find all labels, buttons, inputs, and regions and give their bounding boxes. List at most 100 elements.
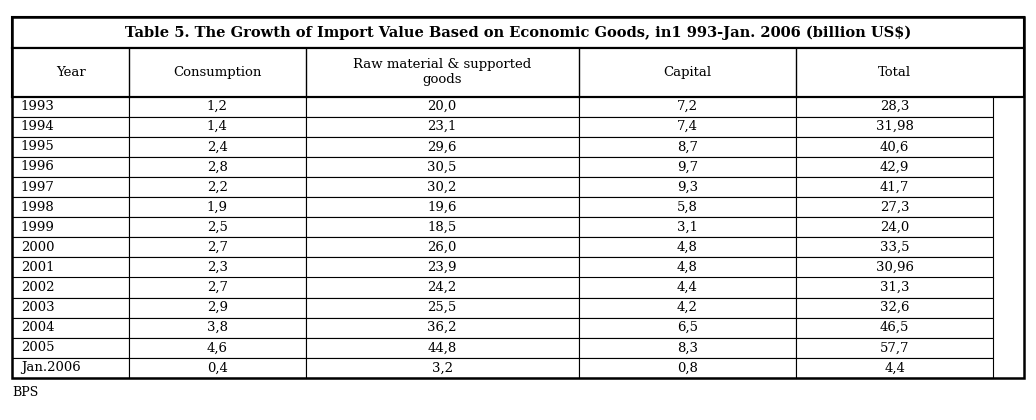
Text: 1997: 1997 xyxy=(21,181,55,194)
Text: Year: Year xyxy=(56,66,85,79)
Bar xyxy=(306,278,579,298)
Text: 3,8: 3,8 xyxy=(207,321,228,334)
Bar xyxy=(796,358,994,378)
Text: 30,96: 30,96 xyxy=(875,261,914,274)
Bar xyxy=(579,157,796,177)
Bar xyxy=(306,157,579,177)
Text: 7,2: 7,2 xyxy=(677,100,698,113)
Text: 4,2: 4,2 xyxy=(677,301,698,314)
Bar xyxy=(128,117,306,137)
Text: 30,2: 30,2 xyxy=(428,181,457,194)
Text: 25,5: 25,5 xyxy=(428,301,457,314)
Bar xyxy=(306,137,579,157)
Bar xyxy=(796,197,994,217)
Text: 41,7: 41,7 xyxy=(880,181,910,194)
Text: 8,7: 8,7 xyxy=(677,140,698,153)
Bar xyxy=(128,97,306,117)
Bar xyxy=(579,358,796,378)
Bar xyxy=(12,117,128,137)
Text: 24,2: 24,2 xyxy=(428,281,457,294)
Bar xyxy=(306,217,579,237)
Bar xyxy=(128,157,306,177)
Text: 57,7: 57,7 xyxy=(880,341,910,354)
Bar xyxy=(796,177,994,197)
Text: 2,3: 2,3 xyxy=(207,261,228,274)
Text: 4,4: 4,4 xyxy=(884,362,905,375)
Bar xyxy=(128,358,306,378)
Text: 4,6: 4,6 xyxy=(207,341,228,354)
Bar xyxy=(306,97,579,117)
Text: Table 5. The Growth of Import Value Based on Economic Goods, in1 993-Jan. 2006 (: Table 5. The Growth of Import Value Base… xyxy=(125,25,911,40)
Text: 2,2: 2,2 xyxy=(207,181,228,194)
Text: 3,1: 3,1 xyxy=(677,221,698,234)
Bar xyxy=(12,48,1024,97)
Bar xyxy=(12,338,128,358)
Text: 1,9: 1,9 xyxy=(207,201,228,214)
Text: 44,8: 44,8 xyxy=(428,341,457,354)
Text: 31,3: 31,3 xyxy=(880,281,910,294)
Bar xyxy=(579,137,796,157)
Text: 2,7: 2,7 xyxy=(207,281,228,294)
Bar xyxy=(579,197,796,217)
Text: 2001: 2001 xyxy=(21,261,54,274)
Bar xyxy=(579,278,796,298)
Bar xyxy=(306,197,579,217)
Bar xyxy=(12,177,128,197)
Text: 5,8: 5,8 xyxy=(677,201,698,214)
Text: 23,9: 23,9 xyxy=(428,261,457,274)
Text: 1,4: 1,4 xyxy=(207,120,228,133)
Text: 4,8: 4,8 xyxy=(677,241,698,254)
Bar xyxy=(12,137,128,157)
Bar xyxy=(306,237,579,257)
Text: 36,2: 36,2 xyxy=(428,321,457,334)
Text: 1998: 1998 xyxy=(21,201,55,214)
Bar xyxy=(12,17,1024,48)
Bar xyxy=(306,318,579,338)
Text: 23,1: 23,1 xyxy=(428,120,457,133)
Bar xyxy=(796,257,994,278)
Bar xyxy=(579,298,796,318)
Bar xyxy=(128,177,306,197)
Bar xyxy=(12,257,128,278)
Bar xyxy=(128,318,306,338)
Bar xyxy=(12,17,1024,378)
Text: 19,6: 19,6 xyxy=(428,201,457,214)
Bar xyxy=(796,318,994,338)
Bar xyxy=(12,237,128,257)
Bar xyxy=(128,197,306,217)
Bar xyxy=(796,137,994,157)
Bar xyxy=(12,318,128,338)
Text: 2003: 2003 xyxy=(21,301,54,314)
Text: 24,0: 24,0 xyxy=(880,221,910,234)
Text: Jan.2006: Jan.2006 xyxy=(21,362,81,375)
Text: 33,5: 33,5 xyxy=(880,241,910,254)
Text: 20,0: 20,0 xyxy=(428,100,457,113)
Text: 28,3: 28,3 xyxy=(880,100,910,113)
Text: 26,0: 26,0 xyxy=(428,241,457,254)
Bar xyxy=(579,97,796,117)
Bar xyxy=(579,318,796,338)
Bar xyxy=(12,48,1024,97)
Text: 2,5: 2,5 xyxy=(207,221,228,234)
Text: 4,4: 4,4 xyxy=(677,281,698,294)
Text: 1999: 1999 xyxy=(21,221,55,234)
Text: 7,4: 7,4 xyxy=(677,120,698,133)
Text: 4,8: 4,8 xyxy=(677,261,698,274)
Text: 2002: 2002 xyxy=(21,281,54,294)
Bar xyxy=(796,237,994,257)
Text: 18,5: 18,5 xyxy=(428,221,457,234)
Text: Capital: Capital xyxy=(663,66,712,79)
Bar xyxy=(796,97,994,117)
Bar xyxy=(579,237,796,257)
Bar xyxy=(579,257,796,278)
Bar xyxy=(306,298,579,318)
Text: 2,7: 2,7 xyxy=(207,241,228,254)
Text: 3,2: 3,2 xyxy=(432,362,453,375)
Bar xyxy=(12,97,128,117)
Text: 6,5: 6,5 xyxy=(677,321,698,334)
Bar xyxy=(128,137,306,157)
Bar xyxy=(306,338,579,358)
Bar xyxy=(796,157,994,177)
Bar xyxy=(128,278,306,298)
Bar xyxy=(12,197,128,217)
